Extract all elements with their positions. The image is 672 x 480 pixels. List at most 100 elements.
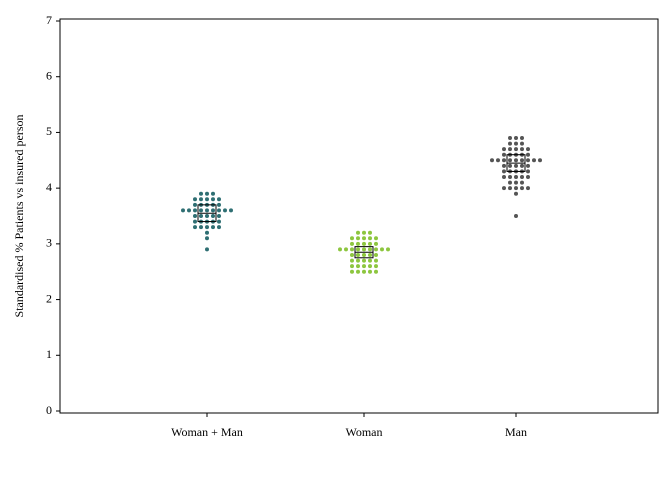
y-axis-label: Standardised % Patients vs insured perso…	[12, 115, 26, 318]
data-point	[526, 158, 530, 163]
data-point	[520, 163, 524, 168]
data-point	[187, 208, 191, 213]
data-point	[193, 197, 197, 202]
data-point	[514, 191, 518, 196]
data-point	[205, 191, 209, 196]
data-point	[350, 241, 354, 246]
data-point	[350, 236, 354, 241]
data-point	[362, 247, 366, 252]
data-point	[211, 225, 215, 230]
x-tick-label: Man	[505, 425, 527, 439]
data-point	[374, 258, 378, 263]
data-point	[514, 180, 518, 185]
data-point	[229, 208, 233, 213]
data-point	[508, 175, 512, 179]
data-point	[526, 147, 530, 152]
data-point	[514, 214, 518, 218]
data-point	[514, 158, 518, 163]
y-tick-label: 0	[46, 403, 52, 417]
data-point	[374, 241, 378, 246]
data-point	[514, 136, 518, 140]
y-tick-label: 1	[46, 347, 52, 361]
data-point	[199, 208, 203, 213]
data-point	[193, 219, 197, 224]
data-point	[520, 136, 524, 140]
data-point	[350, 258, 354, 263]
data-point	[520, 186, 524, 191]
data-point	[350, 269, 354, 274]
data-point	[368, 253, 372, 257]
x-tick-label: Woman + Man	[171, 425, 243, 439]
data-point	[386, 247, 390, 252]
data-point	[374, 253, 378, 257]
data-point	[514, 163, 518, 168]
data-point	[205, 214, 209, 218]
data-point	[181, 208, 185, 213]
data-point	[362, 241, 366, 246]
data-point	[514, 147, 518, 152]
data-point	[502, 186, 506, 191]
y-tick-label: 3	[46, 236, 52, 250]
data-point	[526, 186, 530, 191]
data-point	[508, 180, 512, 185]
data-point	[199, 197, 203, 202]
data-point	[362, 236, 366, 241]
data-point	[508, 141, 512, 146]
data-point	[368, 247, 372, 252]
data-point	[217, 225, 221, 230]
data-point	[356, 236, 360, 241]
data-point	[199, 214, 203, 218]
data-point	[223, 208, 227, 213]
data-point	[374, 236, 378, 241]
data-point	[368, 269, 372, 274]
data-point	[362, 258, 366, 263]
data-point	[520, 180, 524, 185]
data-point	[514, 141, 518, 146]
data-point	[217, 214, 221, 218]
data-point	[514, 186, 518, 191]
data-point	[520, 141, 524, 146]
data-point	[368, 258, 372, 263]
data-point	[520, 158, 524, 163]
data-point	[538, 158, 542, 163]
data-point	[217, 202, 221, 207]
y-tick-label: 2	[46, 291, 52, 305]
y-tick-label: 6	[46, 68, 52, 82]
data-point	[362, 230, 366, 235]
data-point	[374, 264, 378, 269]
data-point	[350, 264, 354, 269]
data-point	[496, 158, 500, 163]
y-tick-label: 7	[46, 13, 52, 27]
data-point	[211, 191, 215, 196]
data-point	[508, 163, 512, 168]
data-point	[508, 158, 512, 163]
data-point	[205, 208, 209, 213]
data-point	[368, 236, 372, 241]
data-point	[193, 214, 197, 218]
data-point	[508, 186, 512, 191]
data-point	[217, 208, 221, 213]
data-point	[502, 163, 506, 168]
data-point	[502, 169, 506, 174]
data-point	[356, 253, 360, 257]
data-point	[356, 247, 360, 252]
data-point	[356, 230, 360, 235]
data-point	[502, 158, 506, 163]
data-point	[532, 158, 536, 163]
data-point	[526, 175, 530, 179]
data-point	[193, 225, 197, 230]
data-point	[374, 247, 378, 252]
plot-frame	[59, 18, 659, 414]
data-point	[217, 219, 221, 224]
data-point	[514, 175, 518, 179]
data-point	[362, 253, 366, 257]
data-point	[520, 175, 524, 179]
data-point	[356, 269, 360, 274]
data-point	[368, 230, 372, 235]
data-point	[526, 169, 530, 174]
data-point	[217, 197, 221, 202]
data-point	[211, 197, 215, 202]
y-tick-label: 5	[46, 124, 52, 138]
data-point	[526, 163, 530, 168]
